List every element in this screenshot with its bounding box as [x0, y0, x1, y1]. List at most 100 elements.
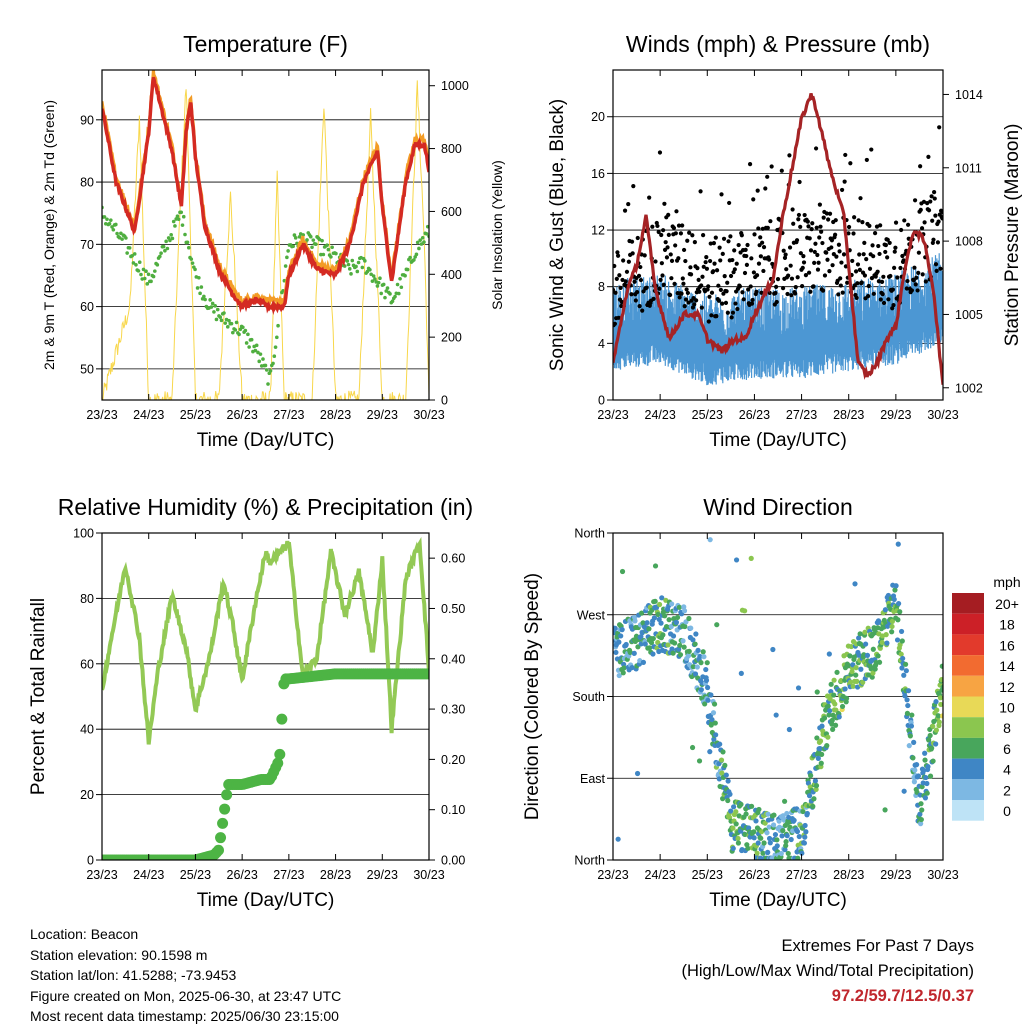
direction-point: [733, 809, 739, 815]
direction-point: [751, 829, 757, 835]
gust-point: [698, 189, 703, 194]
gust-point: [716, 298, 722, 303]
direction-point: [870, 670, 876, 676]
gust-point: [912, 198, 918, 203]
gust-point: [842, 179, 847, 184]
gust-point: [830, 263, 835, 268]
gust-point: [758, 235, 763, 240]
dewpoint-point: [198, 291, 202, 296]
x-tick-label: 28/23: [833, 868, 864, 882]
direction-point: [760, 850, 766, 856]
direction-point: [905, 688, 912, 694]
gust-point: [807, 236, 812, 241]
x-tick-label: 23/23: [86, 408, 117, 422]
gust-point: [852, 215, 857, 220]
gust-point: [857, 267, 862, 272]
legend-label: 12: [999, 679, 1015, 695]
gust-point: [920, 272, 925, 277]
gust-point: [905, 222, 911, 227]
gust-point: [683, 297, 689, 302]
gust-point: [723, 300, 729, 306]
gust-point: [626, 201, 631, 207]
dewpoint-point: [146, 272, 151, 277]
direction-point: [929, 745, 935, 751]
gust-point: [661, 282, 666, 287]
legend-label: 20+: [995, 596, 1019, 612]
y2-tick-label: 0.30: [441, 703, 465, 717]
direction-point: [894, 637, 901, 643]
direction-point: [940, 713, 943, 719]
dewpoint-point: [105, 217, 109, 222]
direction-point: [677, 642, 683, 649]
gust-point: [688, 265, 693, 270]
dewpoint-point: [231, 330, 235, 335]
dewpoint-point: [355, 269, 360, 274]
legend-swatch: [952, 613, 984, 635]
direction-point: [681, 604, 687, 610]
y-axis-label: 2m & 9m T (Red, Orange) & 2m Td (Green): [41, 100, 57, 370]
direction-point: [938, 701, 943, 708]
y-tick-label: South: [572, 690, 605, 704]
direction-point: [930, 758, 936, 764]
gust-point: [692, 302, 697, 307]
legend-label: 10: [999, 700, 1015, 716]
y-tick-label: 60: [80, 657, 94, 671]
gust-point: [755, 188, 760, 193]
gust-point: [918, 164, 923, 169]
gust-point: [665, 245, 670, 250]
gust-point: [833, 218, 838, 223]
direction-point: [692, 641, 698, 647]
direction-point: [889, 629, 895, 635]
gust-point: [719, 192, 724, 197]
dewpoint-point: [149, 279, 153, 284]
direction-point: [847, 653, 853, 659]
x-tick-label: 25/23: [180, 408, 211, 422]
gust-point: [626, 259, 631, 264]
gust-point: [707, 294, 712, 299]
direction-point: [825, 734, 831, 740]
dewpoint-point: [134, 262, 138, 267]
dewpoint-point: [368, 267, 372, 272]
gust-point: [791, 221, 796, 226]
direction-point: [731, 804, 737, 810]
gust-point: [684, 287, 689, 292]
dewpoint-point: [393, 294, 397, 299]
gust-point: [629, 239, 635, 244]
direction-point: [939, 663, 943, 669]
gust-point: [637, 304, 642, 309]
gust-point: [773, 284, 779, 290]
dewpoint-point: [365, 269, 370, 274]
direction-point: [694, 664, 700, 670]
gust-point: [916, 270, 921, 275]
legend-label: 14: [999, 658, 1015, 674]
gust-point: [838, 276, 843, 281]
direction-point: [927, 773, 934, 779]
y-tick-label: 40: [80, 723, 94, 737]
gust-point: [871, 254, 876, 259]
gust-point: [788, 263, 793, 268]
y-tick-label: 100: [73, 527, 94, 541]
direction-point: [907, 733, 913, 739]
gust-point: [812, 260, 817, 265]
direction-point: [922, 757, 928, 763]
direction-point: [832, 701, 838, 707]
gust-point: [795, 275, 800, 280]
gust-point: [720, 301, 725, 306]
dewpoint-point: [171, 219, 176, 224]
pressure-line: [613, 93, 943, 385]
direction-point: [733, 557, 740, 563]
gust-point: [935, 240, 941, 245]
x-tick-label: 30/23: [927, 408, 958, 422]
gust-point: [909, 288, 915, 293]
gust-point: [690, 305, 696, 310]
direction-point: [909, 712, 915, 718]
direction-point: [753, 818, 759, 824]
gust-point: [789, 276, 795, 281]
gust-point: [871, 291, 876, 296]
direction-point: [705, 684, 711, 691]
direction-point: [927, 732, 933, 739]
direction-point: [673, 619, 680, 625]
gust-point: [900, 253, 905, 259]
direction-point: [898, 651, 904, 657]
gust-point: [898, 265, 903, 271]
